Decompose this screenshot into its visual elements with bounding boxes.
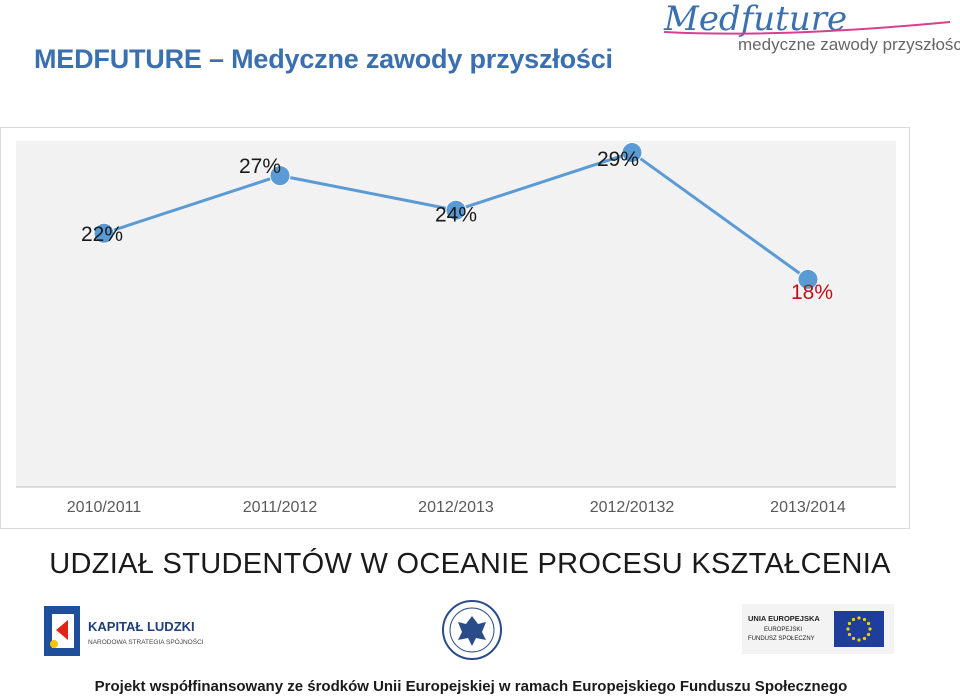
eu-title: UNIA EUROPEJSKA (748, 614, 820, 623)
data-point (797, 268, 819, 290)
plot-background (16, 141, 896, 487)
medfuture-logo: Medfuture medyczne zawody przyszłości (663, 0, 960, 54)
chart-subtitle: UDZIAŁ STUDENTÓW W OCEANIE PROCESU KSZTA… (49, 548, 891, 580)
x-tick-label: 2013/2014 (770, 499, 846, 516)
data-point (269, 165, 291, 187)
university-seal-icon (442, 600, 502, 660)
data-label: 27% (239, 155, 281, 178)
kapital-ludzki-logo: KAPITAŁ LUDZKI NARODOWA STRATEGIA SPÓJNO… (44, 606, 204, 656)
x-tick-label: 2011/2012 (243, 499, 318, 516)
data-point (445, 199, 467, 221)
data-label: 22% (81, 223, 123, 246)
eu-star-icon (857, 616, 861, 620)
eu-star-icon (866, 621, 871, 626)
x-tick-layer: 2010/2011 2011/2012 2012/2013 2012/20132 201… (67, 499, 846, 516)
logo-tagline: medyczne zawody przyszłości (738, 35, 960, 54)
data-label-layer: 22% 27% 24% 29% 18% (81, 148, 833, 304)
data-label: 18% (791, 281, 833, 304)
eu-star-icon (866, 632, 871, 637)
eu-star-icon (868, 627, 872, 631)
eu-star-icon (846, 627, 850, 631)
eu-star-icon (862, 636, 867, 641)
x-tick-label: 2012/20132 (590, 499, 675, 516)
line-chart: 22% 27% 24% 29% 18% 2010/2011 2011/2012 2012/2… (16, 141, 896, 516)
eu-sub2: FUNDUSZ SPOŁECZNY (748, 636, 815, 642)
eu-star-icon (851, 636, 856, 641)
footer-text: Projekt współfinansowany ze środków Unii… (94, 678, 848, 695)
data-point (93, 222, 115, 244)
data-label: 24% (435, 204, 477, 227)
eu-logo: UNIA EUROPEJSKA EUROPEJSKI FUNDUSZ SPOŁE… (742, 604, 894, 654)
x-tick-label: 2012/2013 (418, 499, 494, 516)
kl-title: KAPITAŁ LUDZKI (88, 619, 195, 634)
eu-star-icon (857, 638, 861, 642)
eu-star-icon (847, 621, 852, 626)
eu-star-icon (847, 632, 852, 637)
data-point (621, 142, 643, 164)
eu-star-icon (862, 617, 867, 622)
x-tick-label: 2010/2011 (67, 499, 142, 516)
page-title: MEDFUTURE – Medyczne zawody przyszłości (34, 44, 613, 74)
data-label: 29% (597, 148, 639, 171)
eu-sub1: EUROPEJSKI (764, 627, 802, 633)
kl-subtitle: NARODOWA STRATEGIA SPÓJNOŚCI (88, 637, 204, 646)
point-layer (93, 142, 819, 290)
eu-star-icon (851, 617, 856, 622)
